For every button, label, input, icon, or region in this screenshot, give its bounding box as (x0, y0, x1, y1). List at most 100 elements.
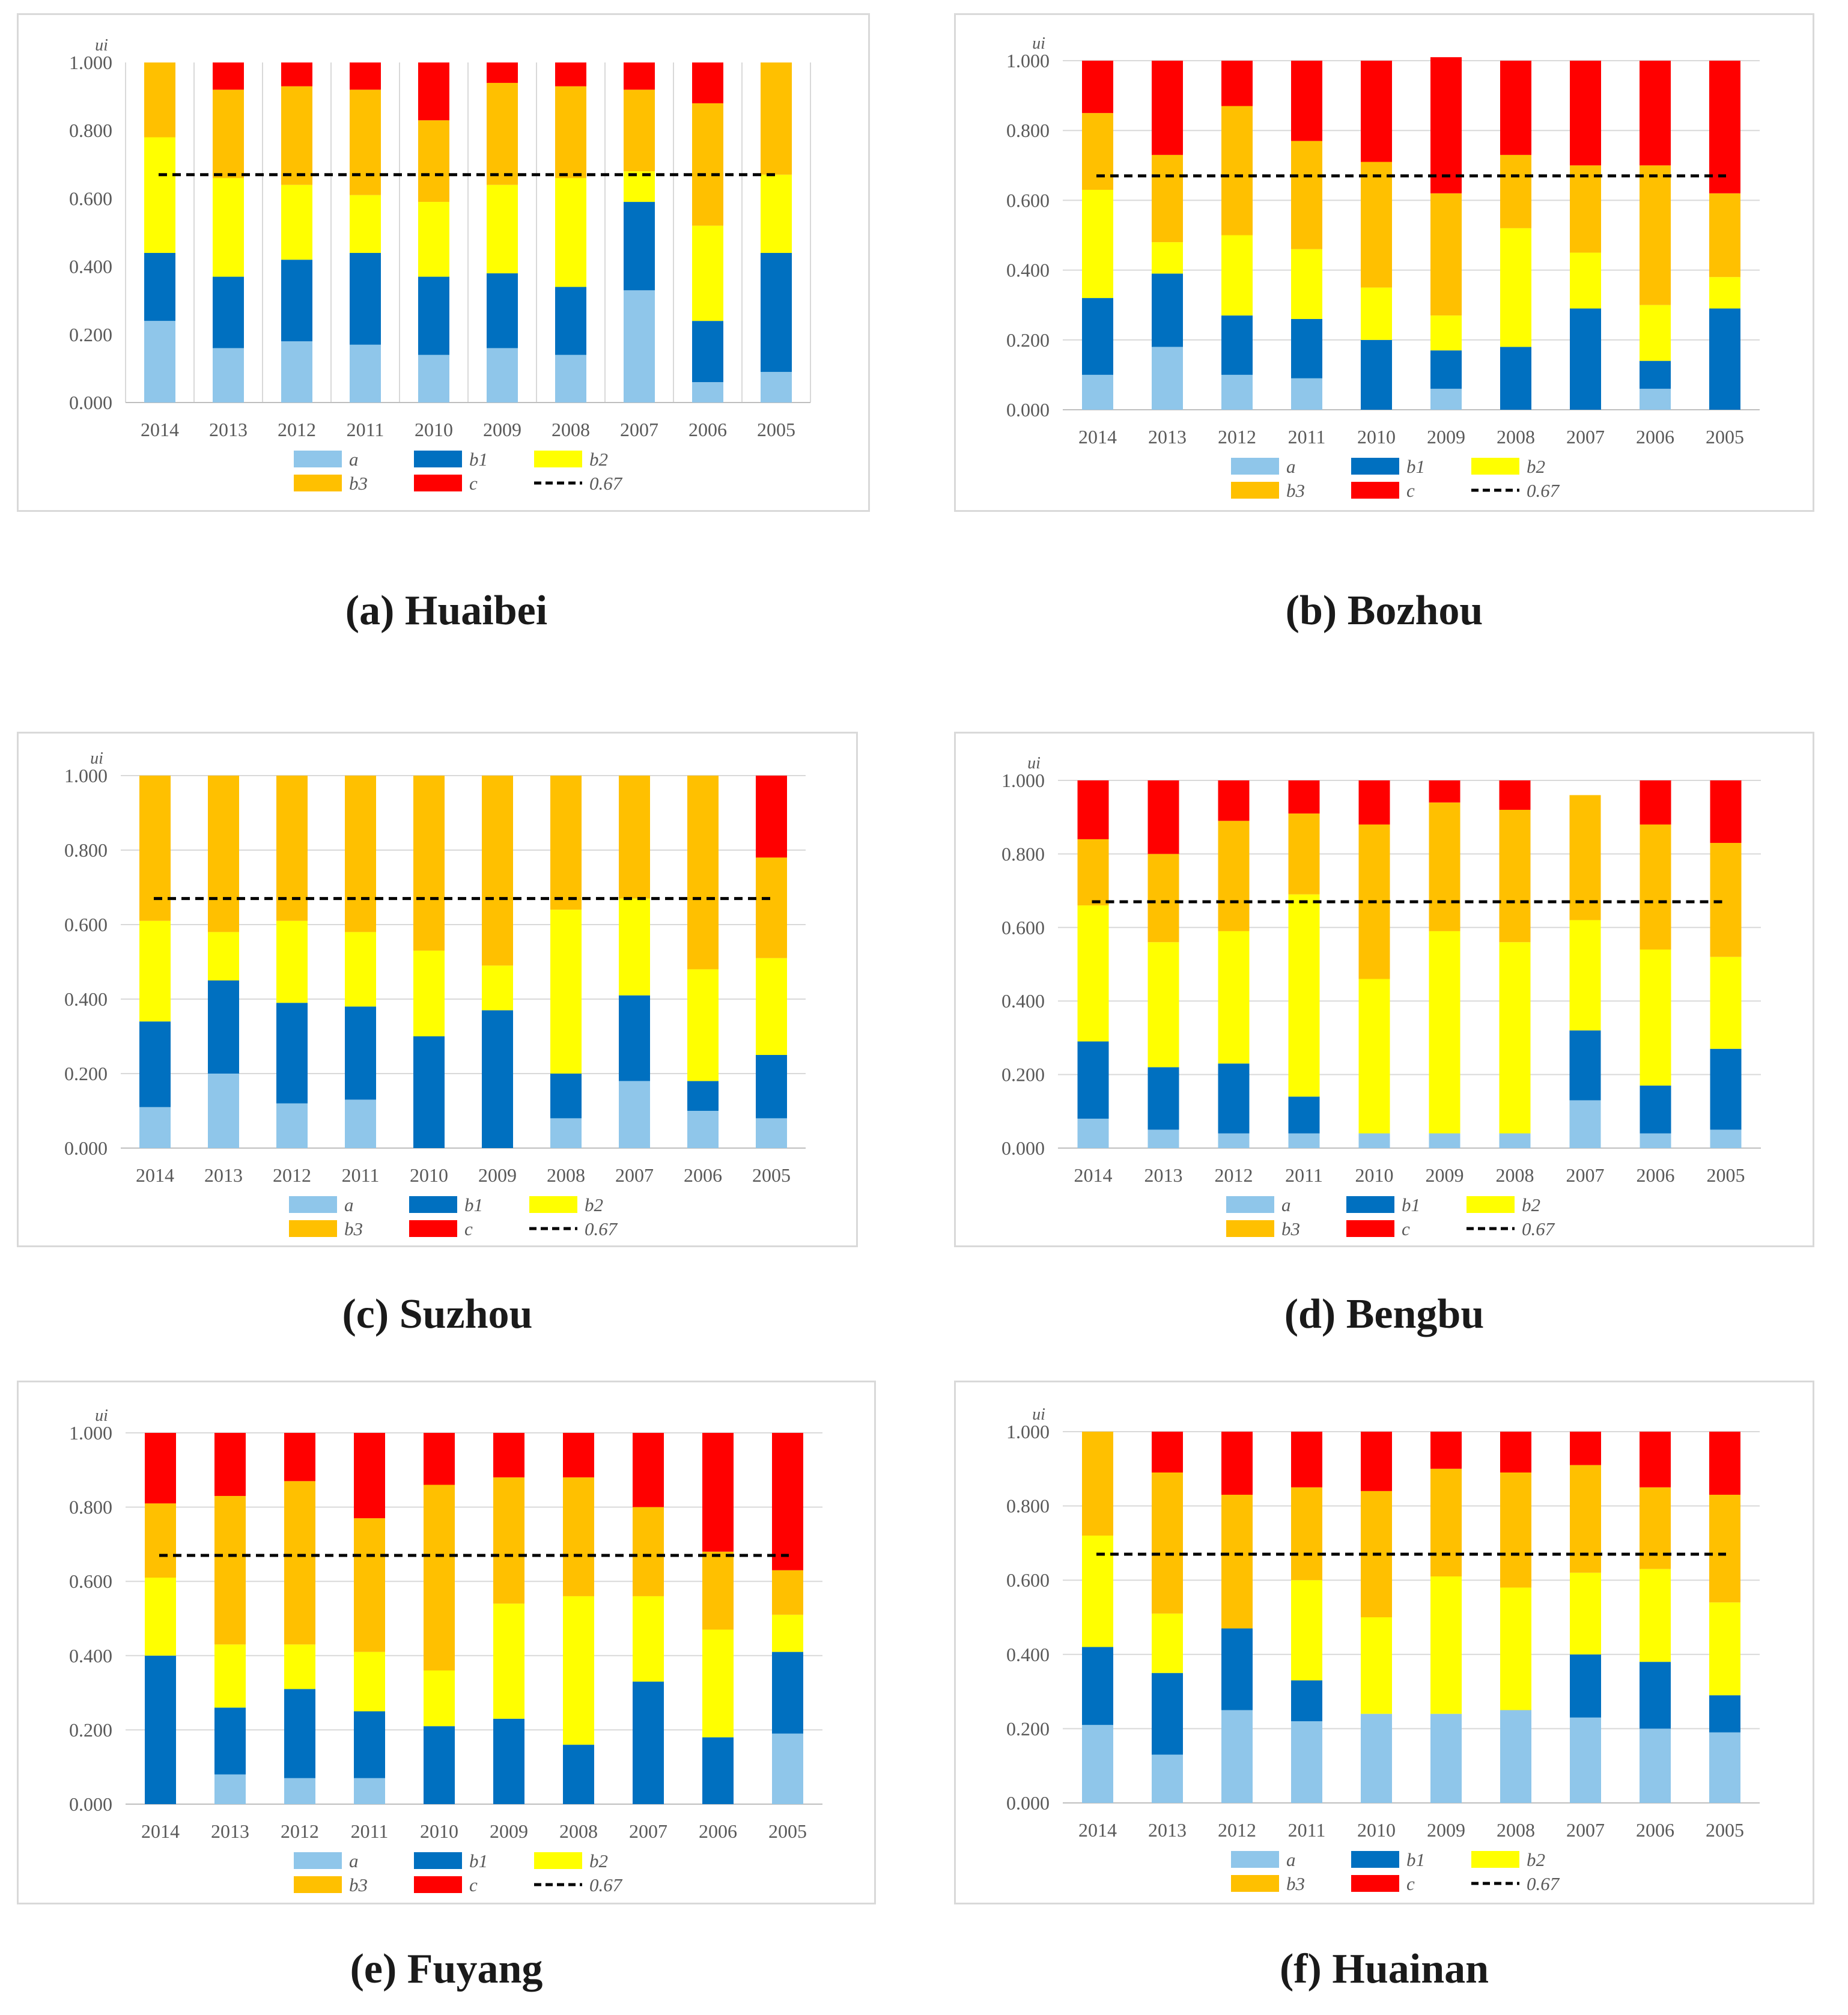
x-tick-label: 2007 (1566, 1819, 1605, 1841)
x-tick-label: 2008 (559, 1820, 598, 1842)
y-tick-label: 0.800 (69, 1497, 112, 1518)
bar-b3 (1500, 154, 1531, 228)
bar-b3 (702, 1551, 734, 1630)
bar-b1 (1218, 1063, 1250, 1134)
x-tick-label: 2014 (1074, 1164, 1113, 1186)
x-tick-label: 2006 (699, 1820, 737, 1842)
legend-label-b2: b2 (585, 1194, 603, 1215)
bar-b1 (1640, 1662, 1671, 1729)
x-tick-label: 2008 (1497, 1819, 1535, 1841)
bar-b3 (1291, 1487, 1322, 1581)
x-tick-label: 2008 (1497, 426, 1535, 448)
x-tick-label: 2012 (1218, 426, 1256, 448)
bar-c (1640, 1432, 1671, 1488)
x-tick-label: 2010 (1355, 1164, 1394, 1186)
bar-c (1430, 57, 1462, 193)
bar-a (756, 1118, 787, 1148)
bar-b2 (550, 910, 582, 1074)
bar-a (281, 341, 312, 403)
x-tick-label: 2010 (415, 419, 453, 440)
y-axis-title: ui (1027, 754, 1041, 773)
x-tick-label: 2008 (1496, 1164, 1534, 1186)
bar-b2 (1082, 189, 1113, 299)
bar-b3 (1152, 1472, 1183, 1614)
bar-a (1221, 1710, 1253, 1803)
bar-b3 (555, 86, 586, 178)
bar-b1 (692, 321, 723, 383)
bar-b1 (424, 1726, 455, 1804)
bar-a (1570, 1717, 1601, 1803)
y-axis-title: ui (1032, 34, 1045, 53)
bar-b3 (418, 120, 449, 202)
legend-swatch-a (289, 1196, 337, 1213)
bar-b1 (1710, 1048, 1742, 1130)
y-tick-label: 0.600 (69, 187, 112, 209)
bar-b1 (1640, 360, 1671, 389)
bar-c (493, 1433, 524, 1478)
bar-b2 (1429, 931, 1460, 1134)
legend-label-b3: b3 (344, 1218, 363, 1239)
bar-c (692, 62, 723, 103)
bar-a (550, 1118, 582, 1148)
bar-b3 (482, 776, 513, 966)
bar-c (1221, 61, 1253, 106)
bar-b1 (1500, 347, 1531, 410)
legend-swatch-b2 (534, 451, 582, 467)
legend-label-b3: b3 (349, 1874, 368, 1895)
bar-b2 (1147, 942, 1179, 1068)
bar-a (772, 1733, 803, 1804)
bar-b2 (345, 932, 376, 1007)
bar-c (624, 62, 655, 90)
bar-a (1152, 347, 1183, 410)
x-tick-label: 2014 (1078, 1819, 1117, 1841)
x-tick-label: 2012 (1218, 1819, 1256, 1841)
x-tick-label: 2010 (1357, 426, 1396, 448)
bar-b1 (284, 1689, 315, 1778)
bar-b1 (1221, 1628, 1253, 1710)
legend-swatch-c (414, 475, 462, 491)
bar-b3 (1429, 802, 1460, 931)
y-axis-title: ui (1032, 1405, 1045, 1424)
bar-b1 (633, 1682, 664, 1804)
bar-b1 (345, 1006, 376, 1100)
legend-label-c: c (464, 1218, 473, 1239)
bar-b3 (208, 776, 239, 932)
x-tick-label: 2010 (420, 1820, 458, 1842)
bar-c (1709, 1432, 1740, 1495)
x-tick-label: 2005 (757, 419, 795, 440)
bar-b1 (1361, 339, 1392, 410)
legend-swatch-c (409, 1220, 457, 1237)
bar-b3 (144, 62, 175, 138)
x-tick-label: 2006 (1636, 426, 1674, 448)
bar-b2 (413, 950, 445, 1036)
legend-swatch-a (1226, 1196, 1274, 1213)
legend-swatch-b3 (1231, 482, 1279, 499)
bar-b3 (624, 90, 655, 172)
bar-b2 (1569, 920, 1601, 1031)
legend-label-b1: b1 (469, 1850, 488, 1871)
bar-c (1358, 780, 1390, 825)
bar-b1 (1291, 318, 1322, 378)
bar-c (1709, 61, 1740, 193)
x-tick-label: 2013 (1144, 1164, 1183, 1186)
bar-c (213, 62, 244, 90)
y-tick-label: 0.400 (69, 256, 112, 278)
y-axis-title: ui (90, 749, 103, 768)
panel-bozhou: 0.000 0.200 0.400 0.600 0.800 1.000 ui 2014 2013… (954, 13, 1814, 650)
x-tick-label: 2008 (552, 419, 590, 440)
bar-a (1082, 1725, 1113, 1803)
x-tick-label: 2014 (1078, 426, 1117, 448)
legend-swatch-b2 (1471, 458, 1519, 475)
bar-b2 (482, 965, 513, 1011)
bar-a (1152, 1754, 1183, 1803)
bar-b3 (1640, 165, 1671, 305)
caption-suzhou: (c) Suzhou (342, 1291, 533, 1337)
bar-c (145, 1433, 176, 1504)
bar-b3 (139, 776, 171, 921)
bar-b3 (350, 90, 381, 195)
bar-b3 (1361, 162, 1392, 288)
bar-c (1361, 1432, 1392, 1491)
bar-b2 (1291, 249, 1322, 319)
bar-b2 (487, 184, 518, 273)
legend-label-b2: b2 (1527, 1849, 1545, 1870)
